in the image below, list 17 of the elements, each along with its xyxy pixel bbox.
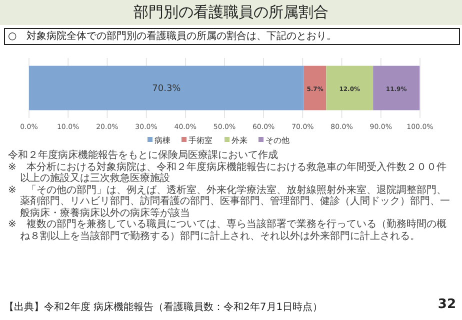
chart-subtitle: ○ 対象病院全体での部門別の看護職員の所属の割合は、下記のとおり。 (4, 28, 460, 45)
bar (304, 66, 326, 110)
text: 32 (438, 297, 456, 312)
text: ※ 複数の部門を兼務している職員については、専ら当該部署で業務を行っている（勤務時間の概ね８割以上を当該部門で勤務する）部門に計上され、それ以外は外来部門に計上される。 (8, 219, 448, 242)
bar (29, 66, 304, 110)
text: ※ 「その他の部門」は、例えば、透析室、外来化学療法室、放射線照射外来室、退院調整部門、薬剤部門、リハビリ部門、訪問看護の部門、医事部門、管理部門、健診（人間ドック）部門、一般病床・療養病床以外の病床等が該当 (8, 184, 451, 218)
bar (373, 66, 420, 110)
bar (326, 66, 374, 110)
chart-title: 部門別の看護職員の所属割合 (0, 0, 462, 25)
legend-label: 手術室 (188, 136, 212, 145)
text: ※ 本分析における対象病院は、令和２年度病床機能報告における救急車の年間受入件数２００件以上の施設又は三次救急医療施設 (8, 162, 448, 184)
text: 【出典】令和2年度 病床機能報告（看護職員数：令和2年7月1日時点） (4, 300, 323, 314)
data-label: 70.3% (152, 84, 182, 94)
legend-label: その他 (266, 136, 290, 145)
legend-label: 病棟 (154, 136, 170, 145)
legend-label: 外来 (232, 136, 248, 145)
text: 令和２年度病床機能報告をもとに保険局医療課において作成 (8, 150, 279, 162)
